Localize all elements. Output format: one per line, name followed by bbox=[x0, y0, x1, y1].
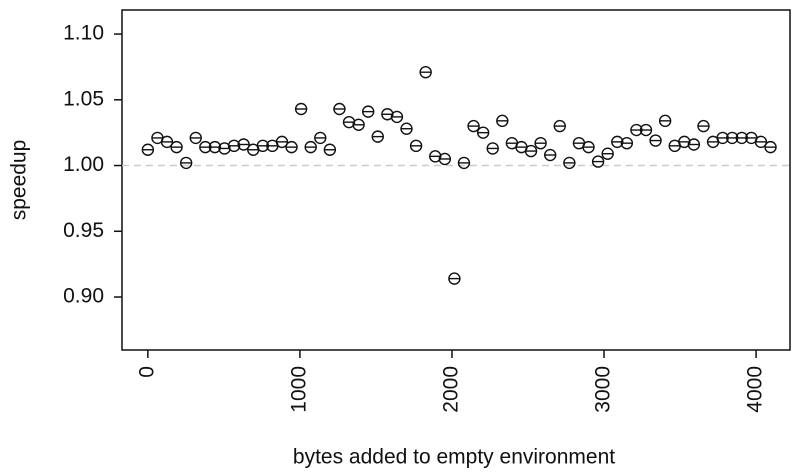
x-tick-label: 3000 bbox=[592, 366, 615, 413]
data-point bbox=[476, 126, 490, 139]
data-point bbox=[448, 272, 461, 285]
data-point bbox=[170, 140, 183, 154]
data-point bbox=[764, 140, 777, 154]
x-tick-label: 0 bbox=[135, 366, 158, 378]
y-tick-label: 1.00 bbox=[63, 153, 104, 176]
data-point bbox=[304, 140, 317, 154]
data-point bbox=[467, 119, 480, 133]
x-tick-label: 4000 bbox=[744, 366, 767, 413]
data-point bbox=[457, 156, 471, 170]
data-point bbox=[438, 152, 452, 166]
data-point bbox=[649, 134, 662, 147]
data-point bbox=[333, 102, 346, 116]
y-tick-label: 1.05 bbox=[63, 87, 104, 110]
x-tick-label: 1000 bbox=[287, 366, 310, 413]
data-point bbox=[237, 138, 250, 151]
x-tick-label: 2000 bbox=[440, 366, 463, 413]
data-point bbox=[534, 136, 547, 150]
data-point bbox=[323, 143, 337, 156]
data-point bbox=[601, 147, 614, 160]
data-point bbox=[419, 65, 432, 79]
data-point bbox=[591, 155, 605, 168]
data-point bbox=[658, 114, 672, 128]
data-point bbox=[486, 142, 499, 155]
plot-frame bbox=[121, 9, 791, 351]
data-point bbox=[352, 118, 365, 131]
data-point bbox=[620, 136, 634, 150]
data-point bbox=[697, 119, 710, 133]
data-point bbox=[371, 130, 384, 143]
data-point bbox=[390, 110, 404, 124]
data-point bbox=[496, 114, 509, 128]
data-point bbox=[582, 140, 595, 154]
data-point bbox=[275, 135, 289, 149]
data-point bbox=[524, 144, 538, 158]
data-point bbox=[639, 123, 653, 137]
y-tick-label: 0.90 bbox=[63, 285, 104, 308]
x-axis-label: bytes added to empty environment bbox=[293, 446, 615, 469]
data-point bbox=[160, 135, 174, 149]
data-point bbox=[294, 102, 308, 116]
data-point bbox=[563, 156, 576, 170]
y-tick-label: 1.10 bbox=[63, 22, 104, 45]
data-point bbox=[314, 131, 327, 145]
data-point bbox=[687, 138, 701, 151]
data-point bbox=[400, 122, 413, 135]
data-point bbox=[361, 105, 375, 118]
y-axis-label: speedup bbox=[8, 140, 31, 221]
data-point bbox=[553, 119, 566, 133]
data-point bbox=[754, 135, 768, 149]
y-tick-label: 0.95 bbox=[63, 219, 104, 242]
data-point bbox=[141, 143, 155, 156]
data-point bbox=[179, 156, 193, 170]
data-point bbox=[409, 139, 423, 153]
data-point bbox=[189, 131, 202, 145]
data-point bbox=[544, 148, 557, 162]
data-point bbox=[285, 140, 298, 154]
